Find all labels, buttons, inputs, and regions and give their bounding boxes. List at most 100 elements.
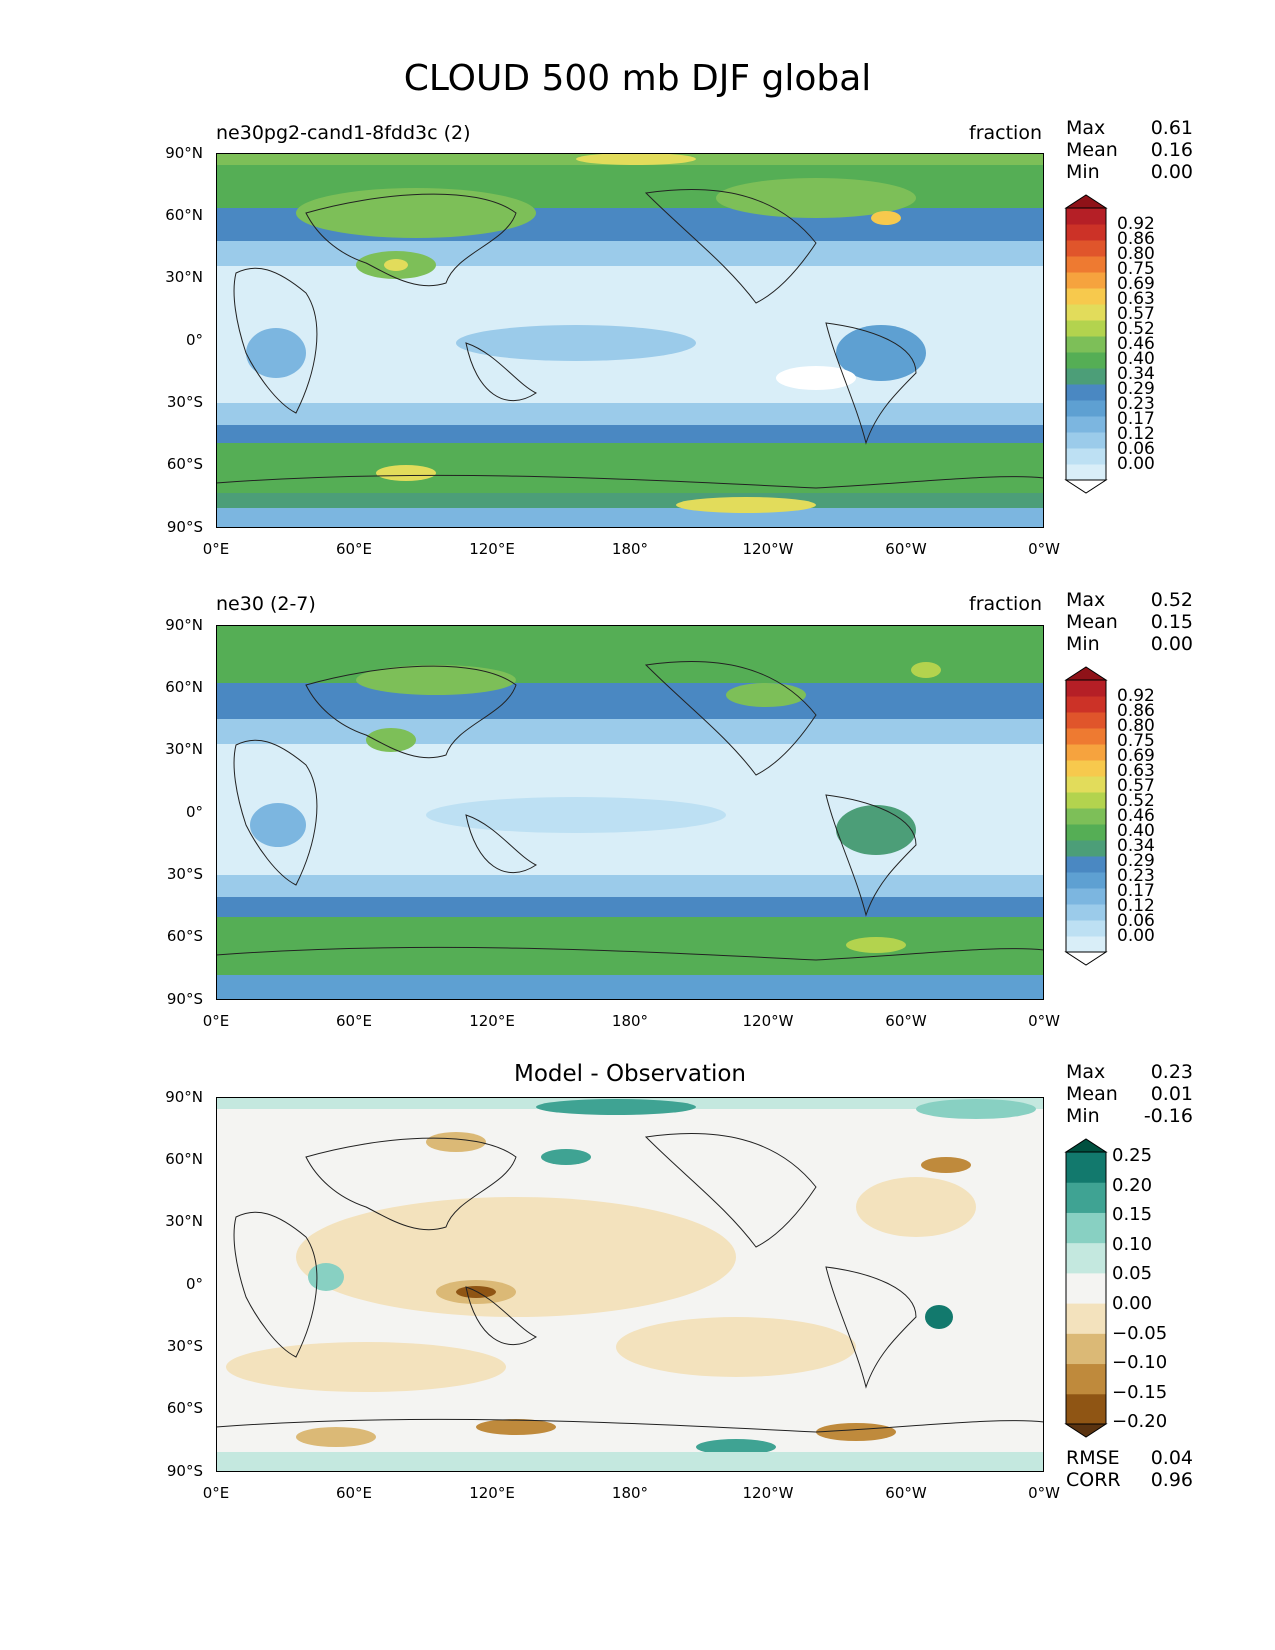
panel2-xtick: 0°E [202, 1012, 230, 1030]
panel3-max-label: Max [1066, 1061, 1106, 1083]
panel1-ytick: 30°S [166, 393, 203, 411]
panel1-cbar-label: 0.63 [1117, 289, 1155, 309]
panel2-cbar-label: 0.52 [1117, 791, 1155, 811]
panel1-ytick: 90°N [165, 144, 203, 162]
panel1-cbar-label: 0.23 [1117, 394, 1155, 414]
panel3-mean-label: Mean [1066, 1083, 1118, 1105]
panel2-min-label: Min [1066, 633, 1100, 655]
colorbar-segment [1066, 1272, 1106, 1304]
panel1-mean-value: 0.16 [1150, 139, 1193, 161]
panel2-mean-value: 0.15 [1150, 611, 1193, 633]
panel2-ytick: 30°N [165, 740, 203, 758]
panel2-ytick: 90°N [165, 616, 203, 634]
colorbar-segment [1066, 920, 1106, 937]
panel1-max-label: Max [1066, 117, 1106, 139]
colorbar-segment [1066, 1333, 1106, 1365]
panel1-ytick: 0° [185, 331, 203, 349]
panel3-xtick: 60°W [885, 1484, 927, 1502]
panel1-cbar-label: 0.80 [1117, 244, 1155, 264]
colorbar-outline [1065, 1151, 1107, 1425]
panel2-cbar-label: 0.86 [1117, 701, 1155, 721]
panel1-map [216, 153, 1044, 528]
panel1-xtick: 180° [611, 540, 649, 558]
panel1-cbar-label: 0.92 [1117, 214, 1155, 234]
colorbar-segment [1066, 1363, 1106, 1395]
panel3-colorbar-labels: 0.25 0.20 0.15 0.10 0.05 0.00 −0.05 −0.1… [1112, 1141, 1167, 1437]
panel1-cbar-label: 0.17 [1117, 409, 1155, 429]
panel3-ytick: 90°S [166, 1462, 203, 1480]
colorbar-segment [1066, 384, 1106, 401]
panel1-ytick: 60°N [165, 206, 203, 224]
panel1-xtick: 60°W [885, 540, 927, 558]
colorbar-segment [1066, 256, 1106, 273]
panel3-xtick: 0°E [202, 1484, 230, 1502]
panel2-cbar-label: 0.80 [1117, 716, 1155, 736]
panel3-ytick: 30°S [166, 1337, 203, 1355]
panel3-cbar-label: 0.25 [1112, 1145, 1153, 1166]
panel1-cbar-label: 0.12 [1117, 424, 1155, 444]
panel2-cbar-label: 0.34 [1117, 836, 1155, 856]
panel2-cbar-label: 0.06 [1117, 911, 1155, 931]
panel2-map [216, 625, 1044, 1000]
panel1-cbar-label: 0.40 [1117, 349, 1155, 369]
panel3-corr-label: CORR [1066, 1469, 1121, 1491]
colorbar-segment [1066, 856, 1106, 873]
panel2-title-left: ne30 (2-7) [216, 593, 316, 615]
colorbar-segment [1066, 1303, 1106, 1334]
panel1-cbar-label: 0.06 [1117, 439, 1155, 459]
panel1-xtick: 120°W [742, 540, 794, 558]
panel3-xtick: 120°E [469, 1484, 515, 1502]
panel2-ytick: 60°N [165, 678, 203, 696]
panel3-cbar-label: 0.20 [1112, 1174, 1153, 1196]
colorbar-segment [1066, 432, 1106, 449]
panel1-cbar-label: 0.46 [1117, 334, 1155, 354]
panel1-cbar-label: 0.69 [1117, 274, 1155, 294]
colorbar-segment [1066, 808, 1106, 825]
panel1-title-right: fraction [969, 122, 1042, 144]
colorbar-segment [1066, 824, 1106, 841]
panel1-xtick: 120°E [469, 540, 515, 558]
panel3-xtick: 120°W [742, 1484, 794, 1502]
colorbar-segment [1066, 1212, 1106, 1244]
panel2-max-label: Max [1066, 589, 1106, 611]
colorbar-extend-min [1064, 951, 1108, 966]
colorbar-segment [1066, 1393, 1106, 1425]
panel1-max-value: 0.61 [1150, 117, 1193, 139]
colorbar-segment [1066, 448, 1106, 465]
panel1-colorbar [1064, 194, 1108, 494]
panel1-xtick: 60°E [335, 540, 373, 558]
panel1-cbar-label: 0.29 [1117, 379, 1155, 399]
figure-title: CLOUD 500 mb DJF global [403, 58, 872, 99]
panel2-cbar-label: 0.92 [1117, 686, 1155, 706]
panel1-ytick: 90°S [166, 518, 203, 536]
panel3-ytick: 30°N [165, 1212, 203, 1230]
panel2-cbar-label: 0.46 [1117, 806, 1155, 826]
colorbar-segment [1066, 320, 1106, 337]
panel2-cbar-label: 0.75 [1117, 731, 1155, 751]
colorbar-segment [1066, 744, 1106, 761]
panel2-min-value: 0.00 [1150, 633, 1193, 655]
colorbar-segment [1066, 728, 1106, 745]
colorbar-segment [1066, 840, 1106, 857]
colorbar-segment [1066, 904, 1106, 921]
colorbar-segment [1066, 936, 1106, 953]
colorbar-outline [1065, 679, 1107, 953]
colorbar-segment [1066, 680, 1106, 697]
panel2-xtick: 120°W [742, 1012, 794, 1030]
panel3-ytick: 0° [185, 1275, 203, 1293]
colorbar-extend-max [1064, 666, 1108, 681]
panel3-rmse-label: RMSE [1066, 1447, 1120, 1469]
panel2-xtick: 0°W [1028, 1012, 1060, 1030]
panel3-cbar-label: −0.20 [1112, 1411, 1168, 1433]
colorbar-segment [1066, 792, 1106, 809]
panel3-cbar-label: 0.10 [1112, 1233, 1153, 1255]
colorbar-segment [1066, 368, 1106, 385]
panel3-colorbar [1064, 1138, 1108, 1438]
panel3-cbar-label: −0.15 [1112, 1381, 1168, 1403]
panel3-xtick: 0°W [1028, 1484, 1060, 1502]
panel1-min-value: 0.00 [1150, 161, 1193, 183]
panel3-corr-value: 0.96 [1150, 1469, 1193, 1491]
panel3-max-value: 0.23 [1150, 1061, 1193, 1083]
colorbar-segment [1066, 1152, 1106, 1183]
panel3-ytick: 60°N [165, 1150, 203, 1168]
